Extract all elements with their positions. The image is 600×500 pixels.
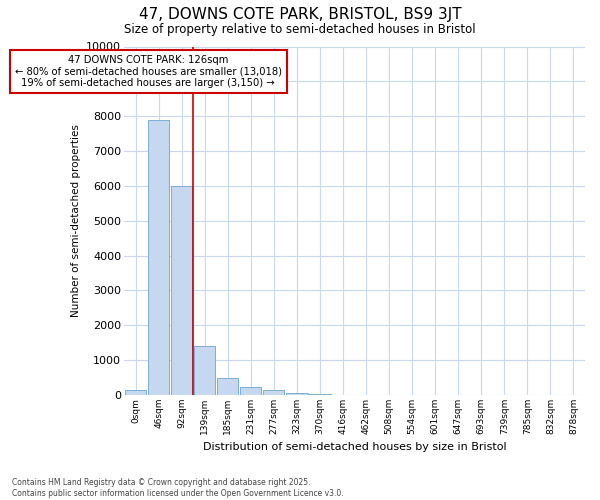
- X-axis label: Distribution of semi-detached houses by size in Bristol: Distribution of semi-detached houses by …: [203, 442, 506, 452]
- Bar: [263, 390, 284, 395]
- Bar: [148, 120, 169, 395]
- Bar: [125, 390, 146, 395]
- Text: Size of property relative to semi-detached houses in Bristol: Size of property relative to semi-detach…: [124, 22, 476, 36]
- Bar: [171, 186, 193, 395]
- Bar: [217, 378, 238, 395]
- Text: Contains HM Land Registry data © Crown copyright and database right 2025.
Contai: Contains HM Land Registry data © Crown c…: [12, 478, 344, 498]
- Text: 47 DOWNS COTE PARK: 126sqm
← 80% of semi-detached houses are smaller (13,018)
19: 47 DOWNS COTE PARK: 126sqm ← 80% of semi…: [15, 55, 282, 88]
- Text: 47, DOWNS COTE PARK, BRISTOL, BS9 3JT: 47, DOWNS COTE PARK, BRISTOL, BS9 3JT: [139, 8, 461, 22]
- Bar: [194, 346, 215, 395]
- Bar: [310, 394, 331, 395]
- Bar: [286, 394, 308, 395]
- Bar: [240, 387, 262, 395]
- Y-axis label: Number of semi-detached properties: Number of semi-detached properties: [71, 124, 81, 317]
